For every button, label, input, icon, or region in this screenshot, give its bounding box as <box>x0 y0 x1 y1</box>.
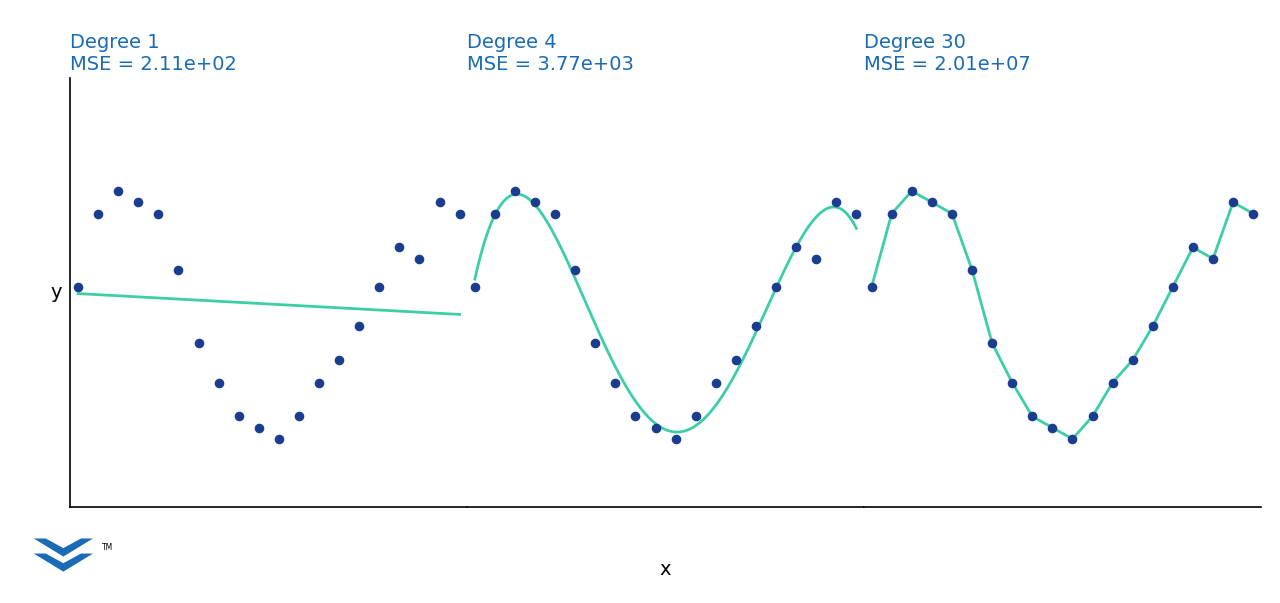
Point <box>168 265 188 275</box>
Point <box>289 412 310 421</box>
Point <box>942 209 963 218</box>
Point <box>429 198 449 207</box>
Point <box>1243 209 1263 218</box>
Point <box>826 198 846 207</box>
Text: Degree 1
MSE = 2.11e+02: Degree 1 MSE = 2.11e+02 <box>70 33 237 74</box>
Point <box>901 186 922 196</box>
Point <box>148 209 169 218</box>
Point <box>1021 412 1042 421</box>
Point <box>1002 377 1023 387</box>
Point <box>726 355 746 365</box>
Point <box>188 338 209 348</box>
Point <box>1123 355 1143 365</box>
Point <box>525 198 545 207</box>
Point <box>861 282 882 292</box>
Point <box>329 355 349 365</box>
Point <box>666 434 686 444</box>
Point <box>349 321 370 331</box>
Point <box>585 338 605 348</box>
Point <box>625 412 645 421</box>
Point <box>410 254 430 264</box>
Point <box>1162 282 1183 292</box>
Point <box>765 282 786 292</box>
Text: x: x <box>660 560 671 579</box>
Point <box>746 321 767 331</box>
Point <box>128 198 148 207</box>
Point <box>369 282 389 292</box>
Point <box>108 186 128 196</box>
Point <box>1062 434 1083 444</box>
Point <box>846 209 867 218</box>
Point <box>645 423 666 432</box>
Point <box>961 265 982 275</box>
Point <box>465 282 485 292</box>
Polygon shape <box>33 538 93 557</box>
Point <box>449 209 470 218</box>
Polygon shape <box>33 554 93 572</box>
Point <box>1183 242 1203 252</box>
Point <box>308 377 329 387</box>
Point <box>605 377 626 387</box>
Point <box>68 282 88 292</box>
Point <box>1083 412 1103 421</box>
Point <box>982 338 1002 348</box>
Point <box>269 434 289 444</box>
Point <box>504 186 525 196</box>
Point <box>228 412 248 421</box>
Point <box>786 242 806 252</box>
Point <box>564 265 585 275</box>
Point <box>705 377 726 387</box>
Point <box>209 377 229 387</box>
Point <box>1042 423 1062 432</box>
Point <box>389 242 410 252</box>
Point <box>882 209 902 218</box>
Text: TM: TM <box>102 543 114 552</box>
Point <box>1203 254 1224 264</box>
Point <box>922 198 942 207</box>
Point <box>485 209 506 218</box>
Point <box>686 412 707 421</box>
Text: Degree 4
MSE = 3.77e+03: Degree 4 MSE = 3.77e+03 <box>467 33 634 74</box>
Point <box>1222 198 1243 207</box>
Point <box>1143 321 1164 331</box>
Y-axis label: y: y <box>51 283 63 302</box>
Point <box>1102 377 1123 387</box>
Text: Degree 30
MSE = 2.01e+07: Degree 30 MSE = 2.01e+07 <box>864 33 1030 74</box>
Point <box>88 209 109 218</box>
Point <box>806 254 827 264</box>
Point <box>545 209 566 218</box>
Point <box>248 423 269 432</box>
